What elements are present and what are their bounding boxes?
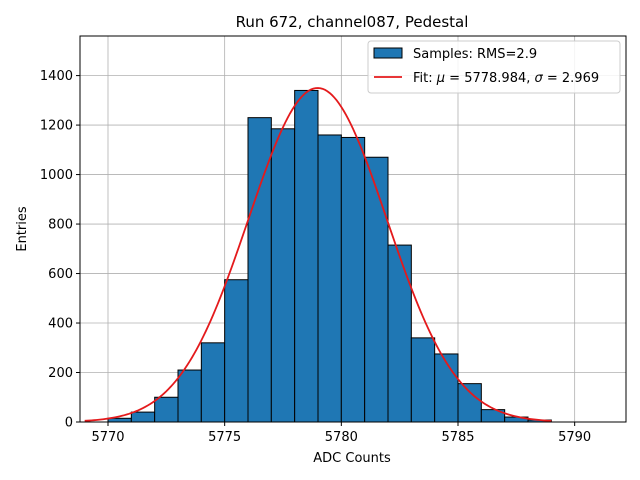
histogram-bar <box>457 383 482 423</box>
histogram-bar <box>340 136 366 423</box>
y-axis-ticks: 0 200 400 600 800 1000 1200 1400 <box>40 69 80 431</box>
histogram-bar <box>200 342 226 423</box>
legend-fit-prefix: Fit: <box>413 71 437 86</box>
x-tick-label: 5790 <box>558 430 591 445</box>
histogram-bar <box>130 411 156 423</box>
y-tick-label: 200 <box>48 366 73 381</box>
histogram-bar <box>387 244 412 423</box>
histogram-bar <box>177 369 202 423</box>
chart-title: Run 672, channel087, Pedestal <box>236 13 469 31</box>
legend-histogram-label: Samples: RMS=2.9 <box>413 47 537 62</box>
x-tick-label: 5775 <box>208 430 241 445</box>
legend-sigma-symbol: σ <box>535 71 544 86</box>
histogram-bar <box>154 396 179 423</box>
y-tick-label: 0 <box>65 416 73 431</box>
fit-curve <box>84 87 552 422</box>
histogram-bar <box>364 156 389 423</box>
y-tick-label: 800 <box>48 218 73 233</box>
plot-frame <box>79 35 627 423</box>
y-tick-label: 600 <box>48 267 73 282</box>
legend-mu-symbol: μ <box>436 71 445 86</box>
legend: Samples: RMS=2.9 Fit: μ = 5778.984, σ = … <box>367 40 621 94</box>
x-tick-label: 5770 <box>91 430 124 445</box>
histogram-bar <box>294 89 319 423</box>
legend-histogram-swatch <box>373 47 403 59</box>
x-axis-ticks: 5770 5775 5780 5785 5790 <box>91 422 591 445</box>
y-tick-label: 400 <box>48 317 73 332</box>
legend-sigma-value: = 2.969 <box>543 71 599 86</box>
legend-mu-value: = 5778.984, <box>445 71 534 86</box>
legend-box <box>367 40 621 94</box>
histogram-bar <box>270 128 296 423</box>
x-axis-label: ADC Counts <box>313 451 391 466</box>
y-tick-label: 1200 <box>40 119 73 134</box>
x-tick-label: 5780 <box>325 430 358 445</box>
y-axis-label: Entries <box>15 206 30 252</box>
histogram-bar <box>410 337 436 423</box>
y-tick-label: 1000 <box>40 168 73 183</box>
x-tick-label: 5785 <box>441 430 474 445</box>
histogram-bars <box>107 89 552 423</box>
legend-fit-label: Fit: μ = 5778.984, σ = 2.969 <box>413 71 599 86</box>
histogram-bar <box>317 134 342 423</box>
histogram-bar <box>224 279 249 423</box>
y-tick-label: 1400 <box>40 69 73 84</box>
